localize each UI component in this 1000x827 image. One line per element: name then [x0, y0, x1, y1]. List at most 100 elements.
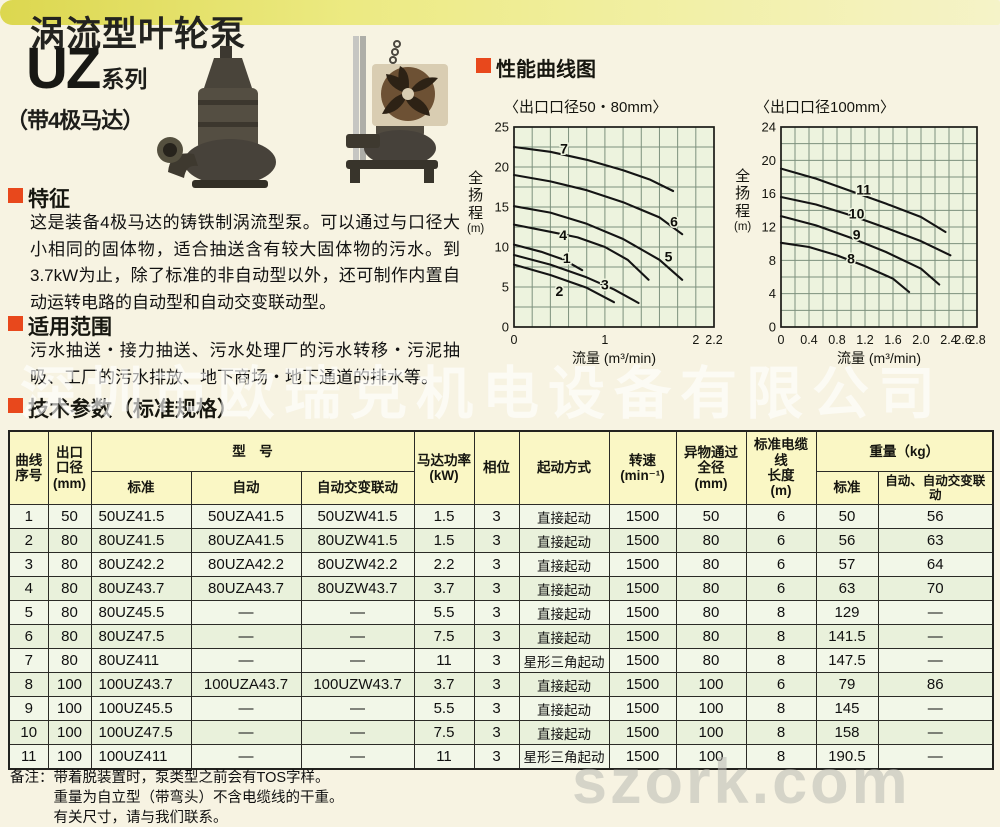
spec-cell: 3: [473, 552, 520, 577]
spec-cell: 8: [745, 696, 817, 721]
spec-cell: 1500: [608, 576, 677, 601]
series-subtitle: （带4极马达）: [6, 108, 144, 133]
curve-2: [512, 263, 616, 304]
header-weight_auto: 自动、自动交变联动: [877, 470, 994, 505]
spec-cell: —: [190, 648, 302, 673]
spec-cell: 57: [815, 552, 879, 577]
note-line: 带着脱装置时，泵类型之前会有TOS字样。: [53, 770, 330, 786]
spec-cell: 1500: [608, 624, 677, 649]
spec-cell: 145: [815, 696, 879, 721]
spec-cell: 3: [473, 600, 520, 625]
ylabel-char: 扬: [735, 185, 751, 203]
product-photos: [157, 36, 448, 188]
notes-label: 备注：: [10, 770, 54, 786]
spec-cell: 3: [473, 528, 520, 553]
spec-cell: 50: [815, 504, 879, 529]
spec-cell: 100UZA43.7: [190, 672, 302, 697]
spec-cell: 80UZ42.2: [90, 552, 192, 577]
spec-cell: 1500: [608, 504, 677, 529]
page-title: 涡流型叶轮泵: [30, 15, 247, 54]
spec-cell: 1500: [608, 648, 677, 673]
spec-cell: 100: [47, 744, 92, 769]
spec-cell: 3: [473, 504, 520, 529]
x-tick-label: 1.6: [884, 333, 901, 347]
spec-table: 曲线 序号 出口 口径 (mm) 型 号马达功率 (kW) 相位 起动方式 转速 (min⁻¹) 异物…: [8, 430, 995, 770]
spec-cell: 5.5: [413, 600, 475, 625]
spec-cell: 9: [8, 696, 49, 721]
ylabel-char: 扬: [468, 187, 484, 205]
spec-cell: 100UZ43.7: [90, 672, 192, 697]
spec-row-4: 4 80 80UZ43.7 80UZA43.7 80UZW43.7 3.7 3 直接起动 150…: [8, 576, 994, 601]
spec-cell: 7.5: [413, 720, 475, 745]
spec-cell: 50UZ41.5: [90, 504, 192, 529]
spec-cell: 3.7: [413, 576, 475, 601]
spec-cell: —: [300, 744, 415, 769]
spec-cell: —: [300, 600, 415, 625]
spec-cell: 56: [815, 528, 879, 553]
curve-label-4: 4: [559, 227, 567, 243]
x-tick-label: 2.0: [912, 333, 929, 347]
header-model_auto: 自动: [190, 470, 302, 505]
spec-cell: 1500: [608, 744, 677, 769]
spec-cell: 147.5: [815, 648, 879, 673]
y-tick-label: 15: [495, 200, 509, 215]
spec-cell: 70: [877, 576, 994, 601]
spec-cell: 3: [473, 696, 520, 721]
ylabel-char: 程: [735, 202, 751, 220]
specs-heading: 技术参数（标准规格）: [28, 398, 238, 421]
x-tick-label: 0.8: [828, 333, 845, 347]
curve-3: [512, 253, 640, 305]
spec-cell: —: [877, 696, 994, 721]
spec-cell: 80: [675, 648, 747, 673]
x-tick-label: 2.4: [940, 333, 957, 347]
spec-cell: 80UZ45.5: [90, 600, 192, 625]
header-start: 起动方式: [518, 430, 610, 505]
spec-cell: 80: [47, 552, 92, 577]
curve-label-1: 1: [563, 250, 571, 266]
spec-row-10: 10 100 100UZ47.5— —7.5 3 直接起动 1500 100 8 158—: [8, 720, 994, 745]
spec-cell: —: [877, 600, 994, 625]
spec-row-1: 1 50 50UZ41.5 50UZA41.5 50UZW41.5 1.5 3 直接起动 150…: [8, 504, 994, 529]
spec-cell: 5: [8, 600, 49, 625]
curve-label-7: 7: [560, 141, 568, 157]
spec-cell: —: [190, 696, 302, 721]
plot-border: [513, 126, 715, 328]
spec-cell: 50: [47, 504, 92, 529]
spec-row-9: 9 100 100UZ45.5— —5.5 3 直接起动 1500 100 8 145—: [8, 696, 994, 721]
curve-9: [779, 215, 941, 286]
spec-cell: 3: [473, 624, 520, 649]
spec-cell: 1500: [608, 528, 677, 553]
spec-cell: 100: [675, 672, 747, 697]
spec-cell: 190.5: [815, 744, 879, 769]
spec-cell: 100: [47, 672, 92, 697]
specs-bullet-icon: [8, 398, 23, 413]
spec-cell: 6: [745, 672, 817, 697]
spec-cell: 11: [413, 648, 475, 673]
header-model_w: 自动交变联动: [300, 470, 415, 505]
chart-right-ylabel: 全扬程 (m): [734, 168, 751, 234]
header-phase: 相位: [473, 430, 520, 505]
spec-cell: 星形三角起动: [518, 744, 610, 769]
spec-cell: 2.2: [413, 552, 475, 577]
spec-cell: 80UZA42.2: [190, 552, 302, 577]
spec-cell: 1500: [608, 552, 677, 577]
spec-cell: 8: [8, 672, 49, 697]
y-tick-label: 24: [762, 120, 776, 135]
x-tick-label: 2.2: [705, 333, 722, 347]
spec-cell: 3: [473, 744, 520, 769]
spec-cell: 100UZ45.5: [90, 696, 192, 721]
x-tick-label: 2.8: [968, 333, 985, 347]
spec-cell: 8: [745, 624, 817, 649]
y-tick-label: 16: [762, 186, 776, 201]
spec-cell: —: [300, 696, 415, 721]
header-cable: 标准电缆线 长度 (m): [745, 430, 817, 505]
curve-7: [512, 145, 675, 193]
spec-cell: 80: [675, 528, 747, 553]
spec-cell: 8: [745, 600, 817, 625]
spec-cell: 80UZW43.7: [300, 576, 415, 601]
spec-cell: 7.5: [413, 624, 475, 649]
spec-cell: 6: [745, 528, 817, 553]
x-tick-label: 0.4: [800, 333, 817, 347]
curves-bullet-icon: [476, 58, 491, 73]
header-weight: 重量（kg）: [815, 430, 994, 472]
